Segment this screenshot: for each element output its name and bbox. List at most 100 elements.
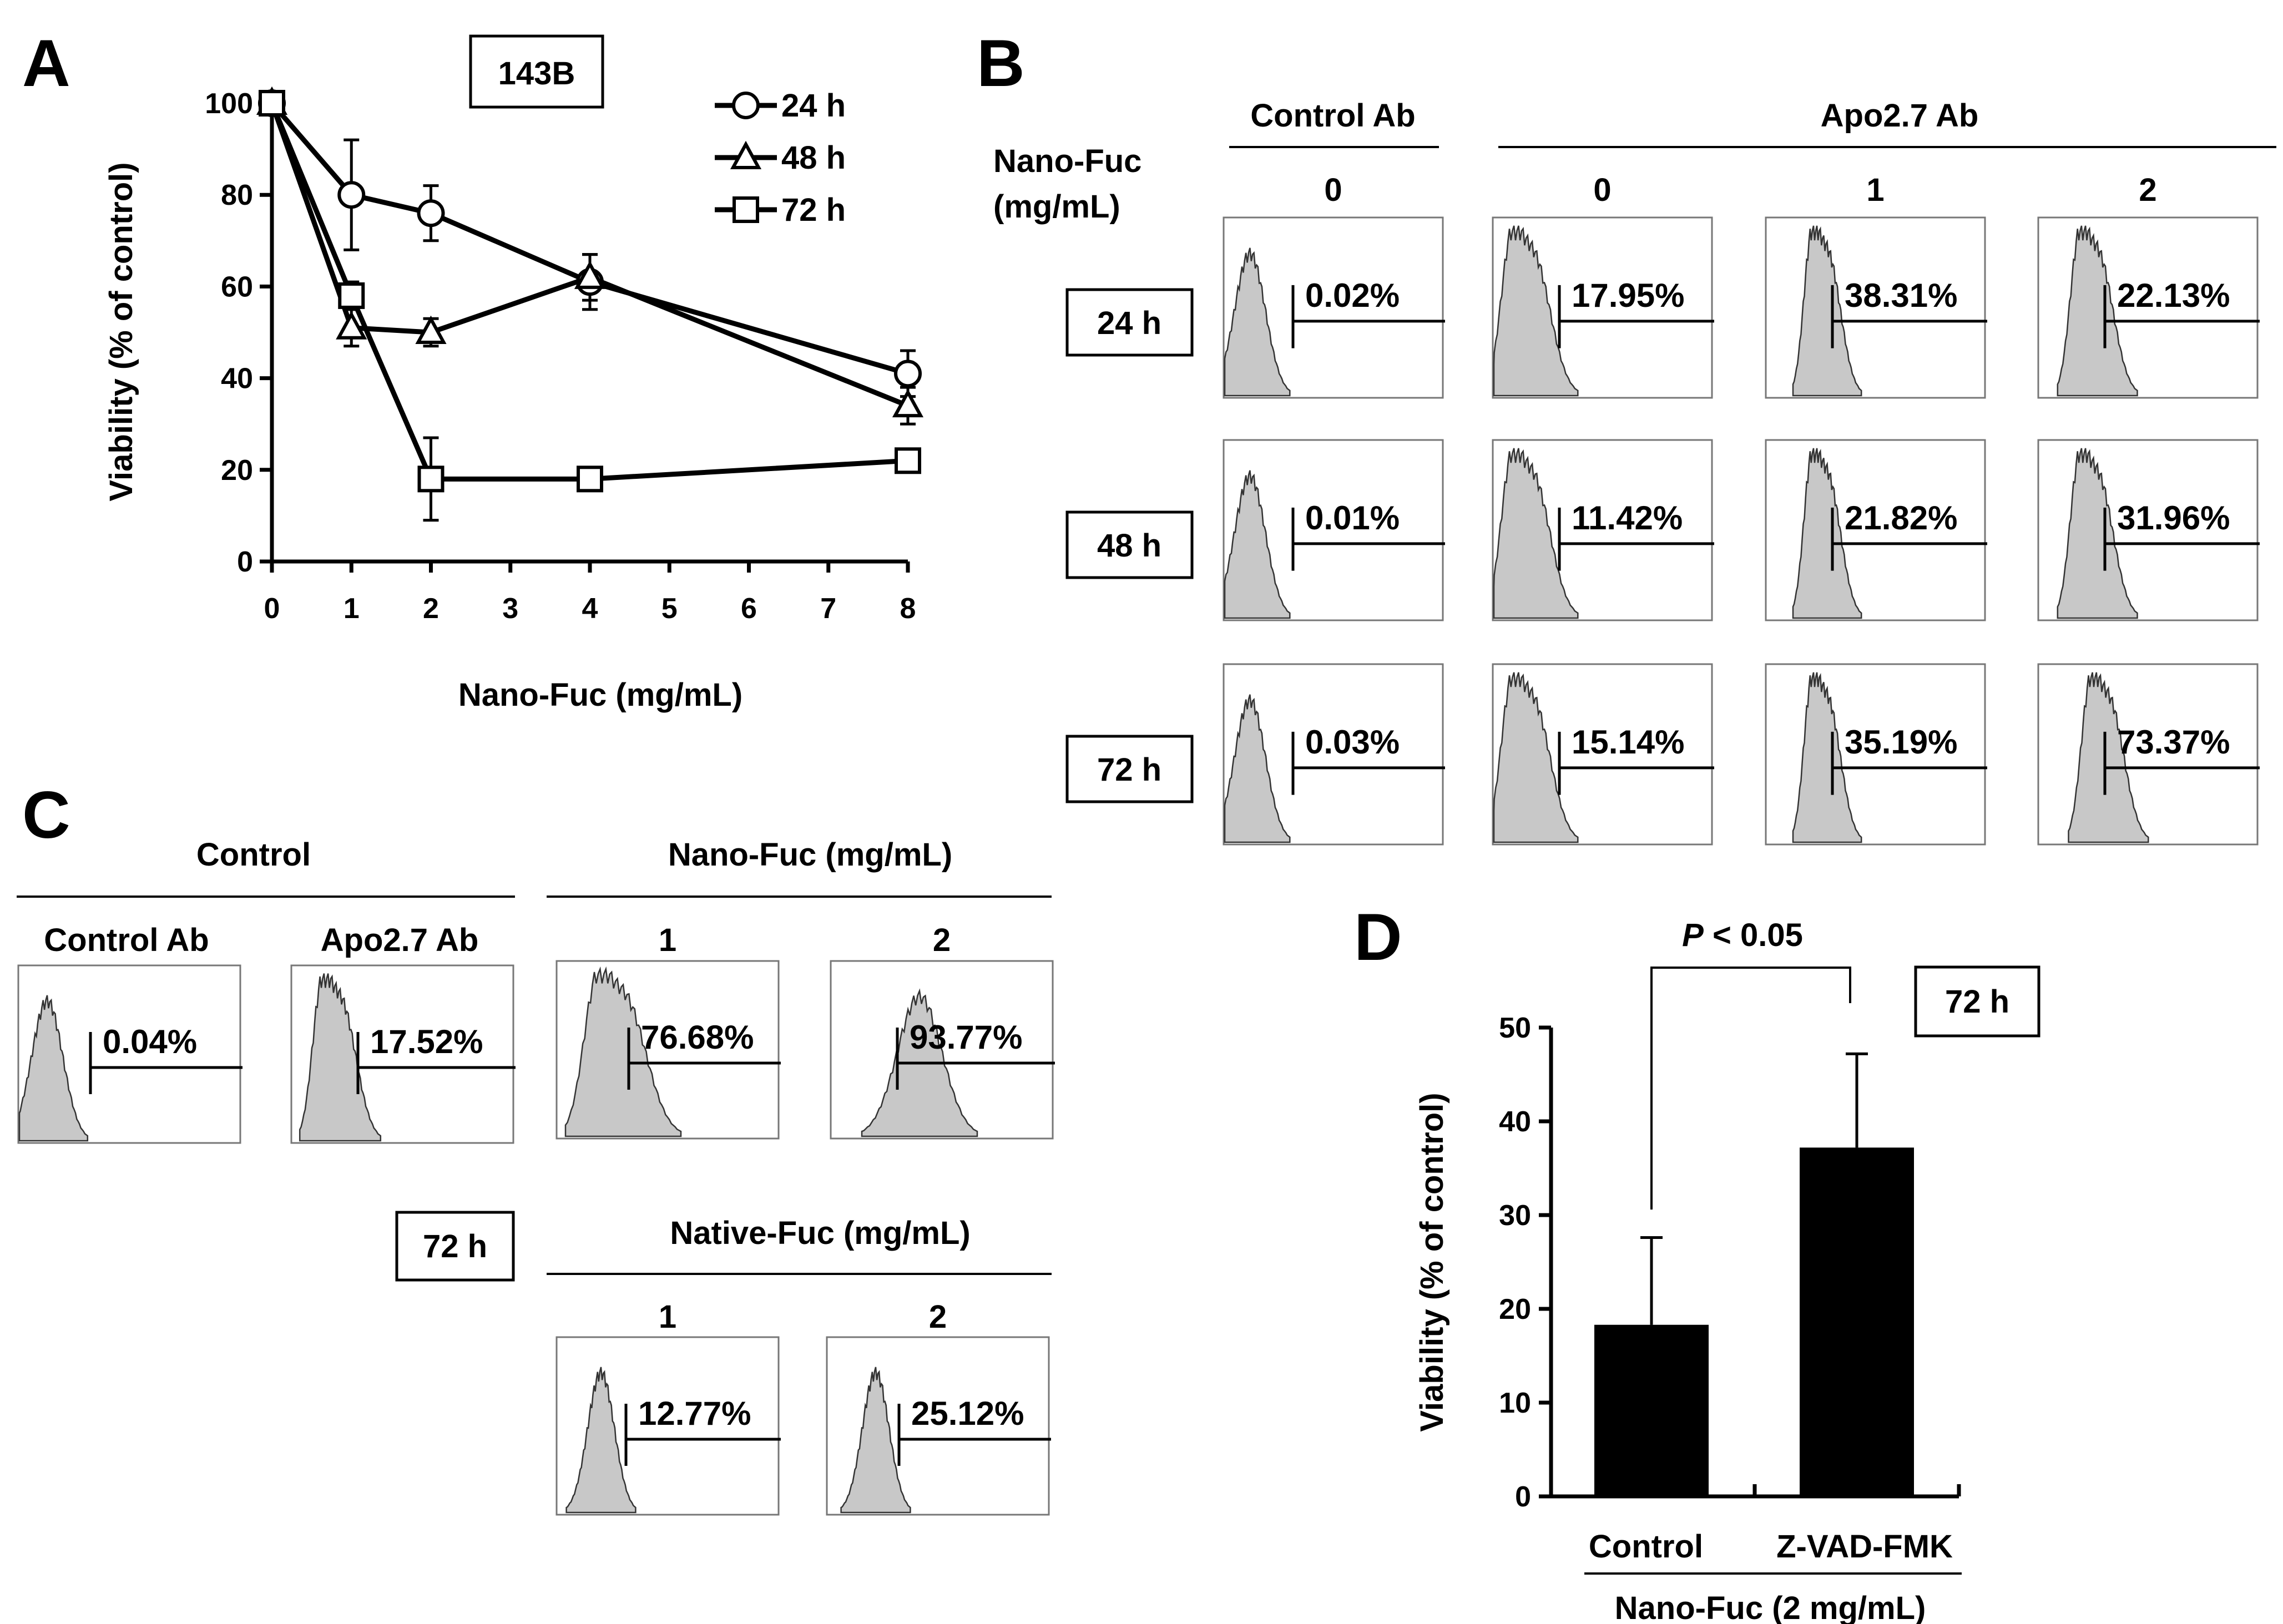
control-item-label: Apo2.7 Ab (321, 922, 479, 958)
data-point-marker (892, 388, 924, 418)
histogram-cell: 35.19% (1765, 663, 1987, 846)
nano-dose-label: 1 (659, 922, 676, 958)
nano-dose-label: 2 (933, 922, 951, 958)
histogram-curve (565, 1367, 637, 1514)
gate-percentage: 0.01% (1305, 499, 1400, 537)
y-ticks: 0 10 20 30 40 50 (1499, 1012, 1551, 1513)
data-point-marker (415, 315, 447, 344)
y-tick-label: 40 (1499, 1106, 1531, 1138)
histogram-cell: 12.77% (555, 1336, 781, 1516)
histogram-cell: 25.12% (826, 1336, 1051, 1516)
data-point-marker (574, 260, 606, 289)
x-tick-label: 2 (423, 593, 439, 625)
histogram-curve (2068, 672, 2149, 843)
y-tick-label: 20 (221, 454, 253, 487)
x-tick-label: 7 (820, 593, 836, 625)
histogram-curve (840, 1367, 911, 1514)
panel-letter-c: C (22, 778, 70, 852)
y-tick-label: 100 (205, 88, 253, 120)
category-label: Control (1589, 1529, 1703, 1565)
histogram-curve (1224, 470, 1291, 619)
histogram-cell: 73.37% (2037, 663, 2260, 846)
category-label: Z-VAD-FMK (1776, 1529, 1953, 1565)
series-group (256, 86, 924, 522)
markers-72h (259, 90, 921, 493)
cell-line-label: 143B (498, 55, 575, 92)
time-box (1065, 510, 1194, 579)
data-point-marker (337, 181, 366, 209)
native-dose-label: 1 (659, 1299, 676, 1335)
y-ticks: 0 20 40 60 80 100 (205, 88, 272, 578)
histogram-cell: 0.02% (1223, 216, 1445, 399)
gate-percentage: 0.03% (1305, 724, 1400, 761)
legend-marker (733, 196, 759, 223)
histogram-curve (1224, 694, 1291, 843)
gate-percentage: 38.31% (1845, 277, 1958, 314)
legend-item: 72 h (715, 192, 846, 228)
dose-header: 0 (1324, 172, 1342, 208)
native-dose-label: 2 (929, 1299, 947, 1335)
y-tick-label: 20 (1499, 1293, 1531, 1325)
time-box-c (395, 1211, 515, 1282)
gate-percentage: 31.96% (2117, 499, 2230, 537)
data-point-marker (338, 282, 365, 309)
histogram-cell: 0.01% (1223, 439, 1445, 621)
row-header-line1: Nano-Fuc (993, 143, 1142, 179)
legend: 24 h 48 h 72 h (715, 88, 846, 228)
histogram-curve (2057, 448, 2138, 619)
gate-percentage: 76.68% (641, 1019, 754, 1056)
y-tick-label: 40 (221, 363, 253, 395)
gate-percentage: 15.14% (1572, 724, 1685, 761)
time-box (1065, 735, 1194, 803)
data-point-marker (417, 466, 445, 493)
gate-percentage: 73.37% (2117, 724, 2230, 761)
dose-header: 2 (2139, 172, 2156, 208)
y-tick-label: 30 (1499, 1200, 1531, 1232)
x-tick-label: 5 (661, 593, 678, 625)
data-point-marker (417, 199, 445, 227)
histogram-cell: 17.52% (290, 964, 516, 1144)
panel-letter-a: A (22, 26, 70, 100)
data-point-marker (577, 466, 603, 493)
time-label: 48 h (1097, 528, 1161, 564)
histogram-curve (564, 966, 682, 1137)
gate-percentage: 17.95% (1572, 277, 1685, 314)
panel-letter-b: B (977, 26, 1025, 100)
x-axis-title: Nano-Fuc (mg/mL) (458, 677, 743, 713)
data-point-marker (894, 360, 922, 388)
native-fuc-header: Native-Fuc (mg/mL) (670, 1215, 970, 1251)
histogram-cell: 38.31% (1765, 216, 1987, 399)
x-tick-label: 4 (582, 593, 598, 625)
histogram-curve (1792, 672, 1862, 843)
legend-label: 48 h (781, 140, 846, 176)
y-tick-label: 10 (1499, 1387, 1531, 1419)
row-header-line2: (mg/mL) (993, 189, 1120, 225)
histogram-cell: 15.14% (1492, 663, 1714, 846)
histogram-cell: 31.96% (2037, 439, 2260, 621)
time-label: 72 h (1097, 752, 1161, 788)
bar-z-vad-fmk (1800, 1147, 1914, 1496)
gate-percentage: 0.04% (103, 1023, 197, 1060)
histogram-curve (1493, 448, 1579, 619)
histogram-cell: 93.77% (830, 960, 1055, 1140)
x-tick-label: 3 (502, 593, 518, 625)
flow-histogram-grid-c: Control Nano-Fuc (mg/mL) Native-Fuc (mg/… (17, 837, 1055, 1516)
gate-percentage: 0.02% (1305, 277, 1400, 314)
y-axis-title: Viability (% of control) (1414, 1092, 1450, 1431)
dose-header: 0 (1593, 172, 1611, 208)
y-tick-label: 80 (221, 179, 253, 211)
gate-percentage: 11.42% (1572, 499, 1683, 537)
bars: Control Z-VAD-FMK (1589, 1052, 1953, 1565)
group-header-apo27-ab: Apo2.7 Ab (1821, 98, 1979, 134)
legend-item: 24 h (715, 88, 846, 124)
histogram-cell: 17.95% (1492, 216, 1714, 399)
bar-control (1594, 1324, 1709, 1496)
gate-percentage: 17.52% (370, 1023, 483, 1060)
histogram-cell: 0.03% (1223, 663, 1445, 846)
gate-percentage: 22.13% (2117, 277, 2230, 314)
x-ticks: 0 1 2 3 4 5 6 7 8 (264, 561, 916, 625)
histogram-curve (2057, 225, 2138, 397)
markers-24h (258, 89, 922, 388)
legend-label: 72 h (781, 192, 846, 228)
